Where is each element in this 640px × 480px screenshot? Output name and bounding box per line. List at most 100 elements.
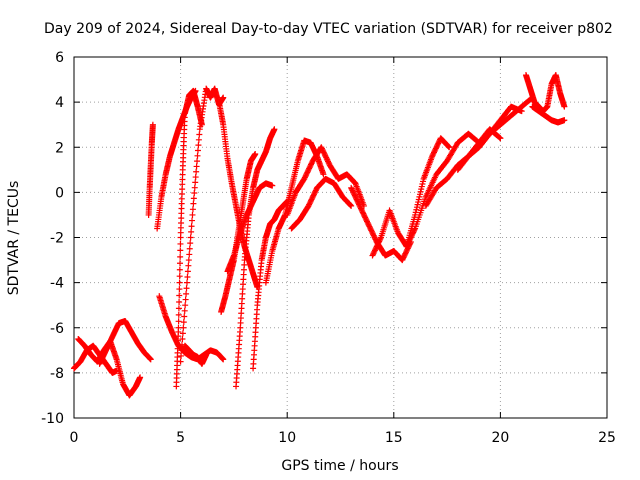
data-point [445,143,452,150]
chart-title: Day 209 of 2024, Sidereal Day-to-day VTE… [44,21,613,37]
data-point [189,211,196,218]
x-tick-label: 5 [176,430,185,446]
series-13 [233,126,278,390]
plot-frame [73,56,608,419]
series-20 [403,126,504,250]
data-point [180,319,187,326]
data-point [195,136,202,143]
data-point [176,286,183,293]
y-axis: -10 -8 -6 -4 -2 0 2 4 6 [41,50,607,427]
data-point [186,245,193,252]
data-point [195,142,202,149]
data-point [176,260,183,267]
data-point [561,117,568,124]
data-point [346,201,353,208]
data-point [203,351,210,358]
x-axis-title: GPS time / hours [281,458,398,474]
data-point [192,174,199,181]
y-tick-label: -8 [50,366,64,382]
series-16 [284,144,367,218]
data-point [185,257,192,264]
data-point [179,330,186,337]
data-point [177,247,184,254]
data-point [446,144,453,151]
data-point [177,358,184,365]
data-point [187,240,194,247]
data-point [190,200,197,207]
series-18 [348,184,414,264]
x-tick-label: 10 [278,430,296,446]
grid-lines [74,57,607,418]
y-tick-label: -2 [50,231,64,247]
data-point [194,158,201,165]
x-tick-label: 25 [598,430,616,446]
data-point [252,151,259,158]
data-point [189,217,196,224]
y-tick-label: -6 [50,321,64,337]
data-point [147,356,154,363]
data-point [220,356,227,363]
data-point [177,240,184,247]
data-point [190,195,197,202]
data-point [177,253,184,260]
x-axis: 0 5 10 15 20 25 [70,57,616,446]
data-point [184,273,191,280]
data-point [176,292,183,299]
data-point [377,235,384,242]
series-15 [262,137,327,286]
data-point [176,273,183,280]
data-point [188,223,195,230]
series-14 [250,198,291,372]
data-point [411,226,418,233]
data-point [189,206,196,213]
data-point [497,135,504,142]
data-point [193,168,200,175]
data-point [320,171,327,178]
data-point [191,190,198,197]
data-point [137,374,144,381]
x-tick-label: 0 [70,430,79,446]
series-7 [173,87,205,390]
series-22 [454,94,536,173]
data-point [176,279,183,286]
x-tick-label: 15 [385,430,403,446]
data-point [186,251,193,258]
y-tick-label: 0 [55,185,64,201]
data-point [149,121,156,128]
data-point [220,94,227,101]
series-5 [154,87,199,232]
data-point [183,285,190,292]
data-point [496,134,503,141]
data-point [176,298,183,305]
data-point [178,341,185,348]
y-tick-label: 6 [55,50,64,66]
data-point [180,324,187,331]
data-point [269,182,276,189]
data-point [184,268,191,275]
data-point [182,302,189,309]
data-point [445,142,452,149]
data-point [178,352,185,359]
data-point [187,234,194,241]
series-23 [522,72,568,115]
y-tick-label: 4 [55,95,64,111]
data-point [192,179,199,186]
x-tick-label: 20 [491,430,509,446]
data-point [176,266,183,273]
series-19 [369,135,453,259]
data-point [348,202,355,209]
y-tick-label: -10 [41,411,64,427]
data-point [185,262,192,269]
y-tick-label: -4 [50,276,64,292]
data-point [179,336,186,343]
data-point [175,305,182,312]
series-17 [288,175,355,232]
data-point [561,103,568,110]
data-point [183,279,190,286]
data-point [181,313,188,320]
data-point [196,131,203,138]
data-point [194,152,201,159]
data-point [183,290,190,297]
y-tick-label: 2 [55,140,64,156]
